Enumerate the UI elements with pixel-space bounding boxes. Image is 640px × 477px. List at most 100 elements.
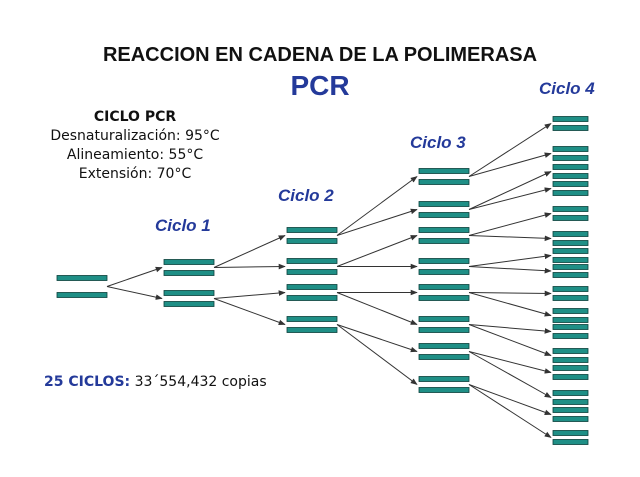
- dna-strand-cycle3-3: [418, 212, 470, 218]
- replication-arrow-3-0: [468, 123, 552, 177]
- summary-value: 33´554,432 copias: [134, 374, 267, 390]
- dna-strand-cycle3-11: [418, 327, 470, 333]
- cycle-4-label: Ciclo 4: [539, 79, 595, 98]
- dna-strand-cycle4-25: [552, 374, 589, 380]
- dna-strand-cycle4-8: [552, 206, 589, 212]
- dna-strand-cycle2-4: [286, 284, 338, 290]
- dna-strand-cycle3-10: [418, 316, 470, 322]
- dna-strand-cycle4-14: [552, 264, 589, 270]
- dna-strand-cycle4-21: [552, 333, 589, 339]
- dna-strand-cycle4-6: [552, 181, 589, 187]
- dna-strand-cycle1-3: [163, 301, 215, 307]
- dna-strand-cycle2-2: [286, 258, 338, 264]
- dna-strand-cycle4-16: [552, 286, 589, 292]
- replication-arrow-2-5: [336, 292, 418, 325]
- dna-strand-cycle2-7: [286, 327, 338, 333]
- dna-strand-cycle3-15: [418, 387, 470, 393]
- condition-extension: Extensión: 70°C: [78, 166, 192, 182]
- replication-arrow-3-12: [468, 351, 552, 374]
- replication-arrow-3-6: [468, 253, 552, 267]
- dna-strand-cycle2-0: [286, 227, 338, 233]
- dna-strand-cycle0-1: [56, 292, 108, 298]
- replication-arrow-2-7: [336, 324, 418, 385]
- dna-strand-cycle4-17: [552, 295, 589, 301]
- dna-strand-cycle4-11: [552, 240, 589, 246]
- dna-strand-cycle4-28: [552, 407, 589, 413]
- dna-strand-cycle3-7: [418, 269, 470, 275]
- dna-strand-cycle2-5: [286, 295, 338, 301]
- dna-strand-cycle4-23: [552, 357, 589, 363]
- dna-strand-cycle4-30: [552, 430, 589, 436]
- dna-strand-cycle4-1: [552, 125, 589, 131]
- replication-arrow-3-4: [468, 212, 552, 236]
- dna-strand-cycle4-10: [552, 231, 589, 237]
- dna-strand-cycle4-27: [552, 399, 589, 405]
- replication-arrow-2-1: [336, 208, 418, 236]
- dna-strand-cycle1-0: [163, 259, 215, 265]
- replication-arrow-2-2: [336, 235, 418, 267]
- dna-strand-cycle3-14: [418, 376, 470, 382]
- replication-arrow-2-0: [336, 176, 418, 236]
- dna-strand-cycle4-20: [552, 324, 589, 330]
- replication-arrow-3-7: [468, 266, 552, 274]
- cycle-3-label: Ciclo 3: [410, 133, 466, 152]
- conditions-heading: CICLO PCR: [93, 109, 177, 125]
- replication-arrow-3-11: [468, 324, 552, 356]
- dna-strand-cycle4-4: [552, 164, 589, 170]
- dna-strand-cycle3-6: [418, 258, 470, 264]
- dna-strand-cycle4-18: [552, 308, 589, 314]
- dna-strand-cycle4-15: [552, 272, 589, 278]
- replication-arrow-3-3: [468, 187, 552, 210]
- dna-strand-cycle3-0: [418, 168, 470, 174]
- replication-arrow-3-10: [468, 324, 552, 334]
- replication-arrow-3-8: [468, 290, 552, 297]
- dna-strand-cycle4-2: [552, 146, 589, 152]
- replication-arrow-3-2: [468, 171, 552, 210]
- replication-arrow-3-1: [468, 152, 552, 177]
- replication-arrow-3-5: [468, 235, 552, 242]
- dna-strand-cycle4-22: [552, 348, 589, 354]
- replication-arrow-3-14: [468, 384, 552, 415]
- dna-strand-cycle4-19: [552, 317, 589, 323]
- condition-denaturation: Desnaturalización: 95°C: [50, 128, 220, 144]
- dna-strand-cycle2-6: [286, 316, 338, 322]
- dna-strand-cycle1-2: [163, 290, 215, 296]
- replication-arrow-0-0: [106, 266, 163, 287]
- dna-strand-cycle3-9: [418, 295, 470, 301]
- dna-strand-cycle4-9: [552, 215, 589, 221]
- dna-strand-cycle3-8: [418, 284, 470, 290]
- replication-arrow-3-9: [468, 292, 552, 317]
- dna-strand-cycle3-13: [418, 354, 470, 360]
- cycle-2-label: Ciclo 2: [278, 186, 334, 205]
- dna-strand-cycle4-3: [552, 155, 589, 161]
- replication-arrow-1-3: [213, 298, 286, 325]
- dna-strand-cycle4-29: [552, 416, 589, 422]
- dna-strand-cycle4-24: [552, 365, 589, 371]
- replication-arrow-0-1: [106, 286, 163, 300]
- page-title: REACCION EN CADENA DE LA POLIMERASA: [102, 44, 538, 66]
- summary-label: 25 CICLOS:: [44, 374, 131, 390]
- dna-strand-cycle4-12: [552, 248, 589, 254]
- dna-strand-cycle2-1: [286, 238, 338, 244]
- replication-arrow-2-6: [336, 324, 418, 353]
- dna-strand-cycle4-31: [552, 439, 589, 445]
- cycles-summary: 25 CICLOS: 33´554,432 copias: [44, 374, 267, 390]
- replication-arrow-1-2: [213, 290, 286, 299]
- dna-strand-cycle4-7: [552, 190, 589, 196]
- dna-strand-cycle1-1: [163, 270, 215, 276]
- cycle-1-label: Ciclo 1: [155, 216, 211, 235]
- condition-annealing: Alineamiento: 55°C: [66, 147, 204, 163]
- dna-strand-cycle4-5: [552, 173, 589, 179]
- dna-strand-cycle3-5: [418, 238, 470, 244]
- dna-strand-cycle3-12: [418, 343, 470, 349]
- dna-strand-cycle3-4: [418, 227, 470, 233]
- dna-strand-cycle3-1: [418, 179, 470, 185]
- dna-strand-cycle0-0: [56, 275, 108, 281]
- replication-arrow-3-13: [468, 351, 552, 398]
- page-subtitle: PCR: [290, 70, 350, 101]
- dna-strand-cycle4-13: [552, 257, 589, 263]
- replication-arrow-1-1: [213, 263, 286, 270]
- replication-arrow-1-0: [213, 235, 286, 268]
